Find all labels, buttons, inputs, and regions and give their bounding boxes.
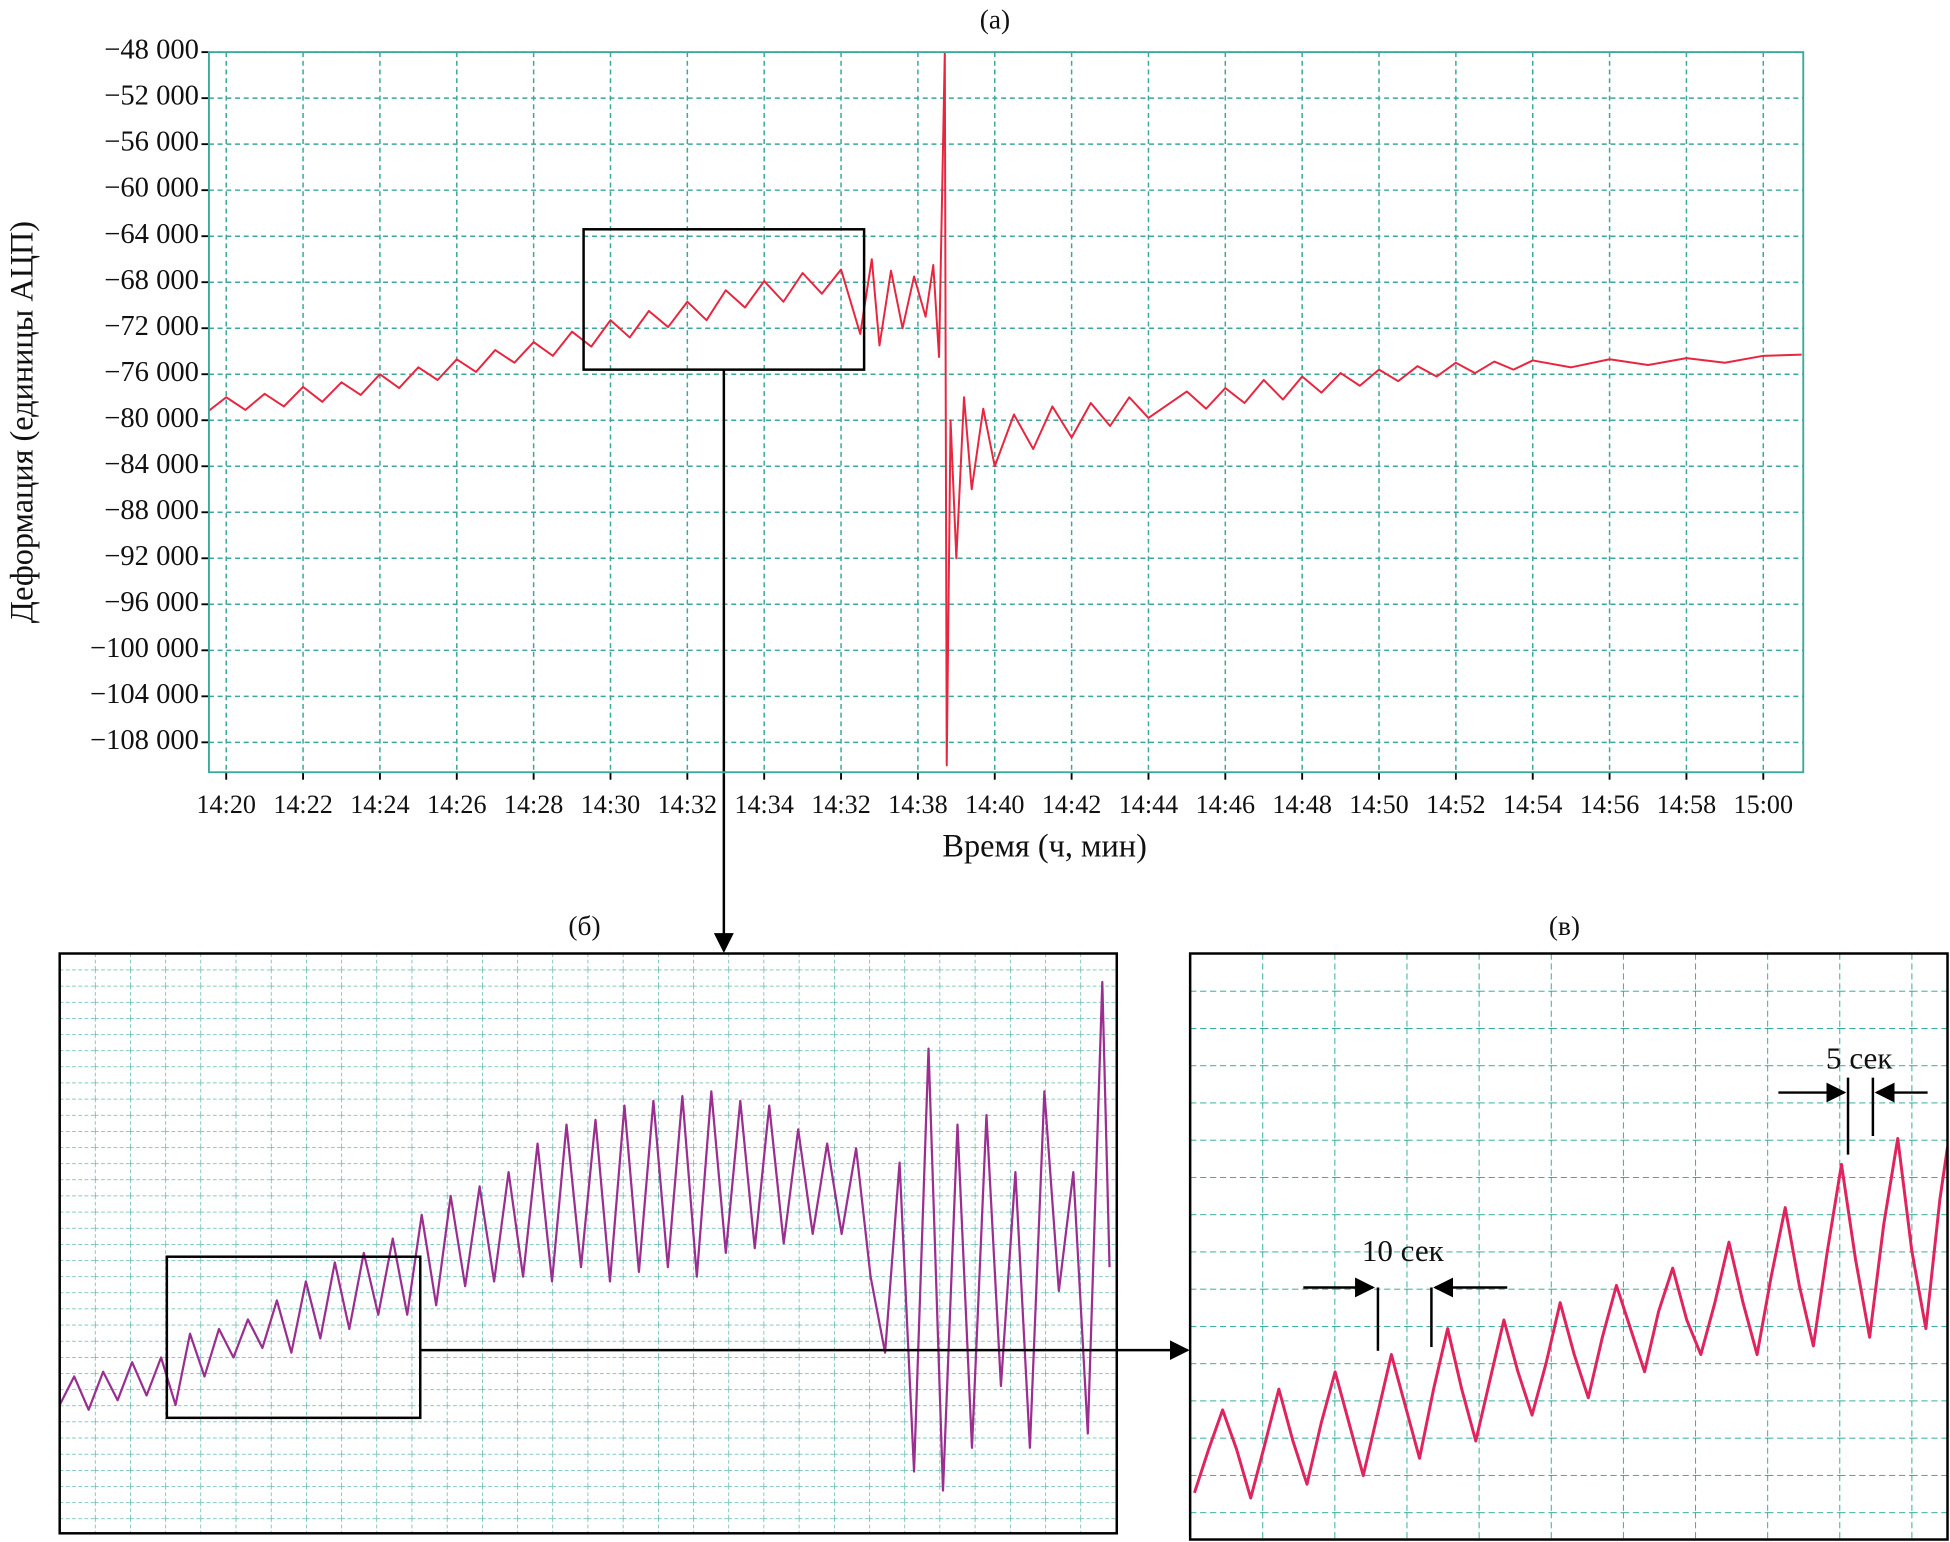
x-tick-label: 14:20 xyxy=(196,790,255,819)
y-tick-label: −60 000 xyxy=(104,173,199,204)
y-axis-label: Деформация (единицы АЦП) xyxy=(3,221,39,623)
y-tick-label: −84 000 xyxy=(104,449,199,480)
y-tick-label: −52 000 xyxy=(104,81,199,112)
annotation: 5 сек xyxy=(1826,1041,1893,1076)
x-tick-label: 14:42 xyxy=(1042,790,1101,819)
x-tick-label: 14:38 xyxy=(888,790,947,819)
y-tick-label: −100 000 xyxy=(90,633,199,664)
panel-frame xyxy=(58,952,1119,1535)
panel-grid xyxy=(59,953,1117,1534)
panel-frame xyxy=(1188,952,1949,1541)
annotation-arrows xyxy=(1303,1077,1928,1351)
panel-title: (б) xyxy=(568,911,600,941)
y-tick-label: −108 000 xyxy=(90,725,199,756)
y-tick-label: −68 000 xyxy=(104,265,199,296)
y-tick-label: −64 000 xyxy=(104,219,199,250)
y-tick-label: −96 000 xyxy=(104,587,199,618)
x-tick-label: 14:46 xyxy=(1196,790,1255,819)
x-axis-label: Время (ч, мин) xyxy=(942,828,1146,864)
plot-frame xyxy=(207,51,1805,774)
x-tick-label: 14:34 xyxy=(734,790,793,819)
x-tick-label: 14:52 xyxy=(1426,790,1485,819)
y-tick-label: −72 000 xyxy=(104,311,199,342)
x-tick-label: 14:48 xyxy=(1272,790,1331,819)
zoom-box xyxy=(165,1255,422,1420)
y-tick-label: −56 000 xyxy=(104,127,199,158)
x-tick-label: 14:28 xyxy=(504,790,563,819)
panel-title: (в) xyxy=(1549,911,1580,941)
x-tick-label: 15:00 xyxy=(1734,790,1793,819)
x-tick-label: 14:26 xyxy=(427,790,486,819)
y-tick-label: −104 000 xyxy=(90,679,199,710)
y-tick-label: −80 000 xyxy=(104,403,199,434)
annotation: 10 сек xyxy=(1362,1233,1445,1268)
x-tick-label: 14:58 xyxy=(1657,790,1716,819)
data-line xyxy=(1193,1136,1948,1500)
x-tick-label: 14:54 xyxy=(1503,790,1562,819)
y-tick-label: −88 000 xyxy=(104,495,199,526)
y-tick-label: −48 000 xyxy=(104,35,199,66)
x-tick-label: 14:32 xyxy=(658,790,717,819)
x-tick-label: 14:30 xyxy=(581,790,640,819)
x-tick-label: 14:32 xyxy=(811,790,870,819)
x-tick-label: 14:40 xyxy=(965,790,1024,819)
y-tick-label: −76 000 xyxy=(104,357,199,388)
x-tick-label: 14:50 xyxy=(1349,790,1408,819)
y-tick-label: −92 000 xyxy=(104,541,199,572)
x-tick-label: 14:44 xyxy=(1119,790,1178,819)
zoom-box xyxy=(582,228,866,371)
data-line xyxy=(208,52,1802,767)
x-tick-label: 14:56 xyxy=(1580,790,1639,819)
panel-title: (а) xyxy=(980,5,1010,35)
x-tick-label: 14:22 xyxy=(273,790,332,819)
plots: −48 000 −52 000 −56 000 −60 000 −64 000 −68 0… xyxy=(59,35,1948,1500)
data-line xyxy=(59,980,1111,1492)
x-tick-label: 14:24 xyxy=(350,790,409,819)
